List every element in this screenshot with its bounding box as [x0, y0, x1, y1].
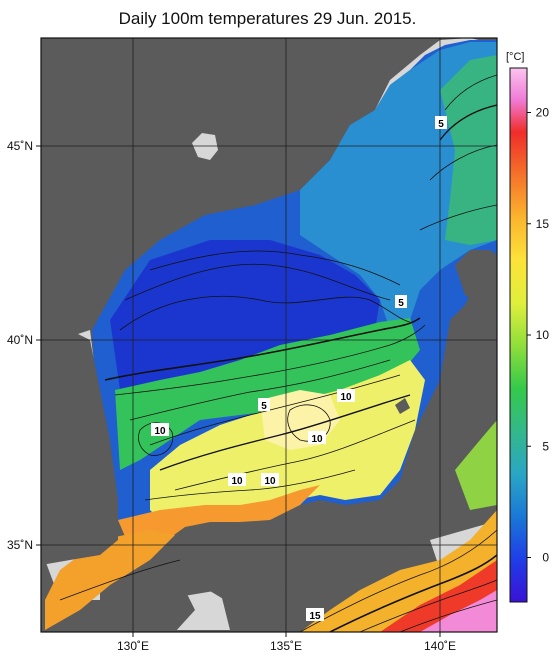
subpolar-front-band — [115, 318, 420, 470]
contour-label: 5 — [398, 298, 404, 309]
contour-label: 10 — [154, 426, 166, 437]
colorbar-tick-label: 10 — [536, 328, 550, 342]
colorbar — [509, 67, 528, 603]
contour-label: 15 — [309, 611, 321, 622]
colorbar-tick-label: 15 — [536, 217, 550, 231]
lon-label-140: 140˚E — [424, 639, 456, 653]
map-title: Daily 100m temperatures 29 Jun. 2015. — [118, 9, 417, 28]
lat-label-45: 45˚N — [7, 139, 33, 153]
contour-label: 5 — [438, 119, 444, 130]
lat-label-35: 35˚N — [7, 538, 33, 552]
northern-green-strip — [440, 55, 497, 245]
lon-label-135: 135˚E — [270, 639, 302, 653]
contour-label: 10 — [231, 476, 243, 487]
graticule — [41, 38, 497, 632]
lat-label-40: 40˚N — [7, 333, 33, 347]
colorbar-tick-label: 20 — [536, 106, 550, 120]
korea-strait-warm — [45, 530, 175, 630]
axis-ticks — [36, 145, 441, 637]
contour-label: 10 — [340, 392, 352, 403]
isotherm-contours — [59, 74, 497, 632]
contour-labels: 5 5 5 10 10 — [151, 116, 447, 622]
map-frame — [40, 37, 498, 633]
small-island-north — [192, 133, 218, 160]
coastal-warm-strip — [118, 485, 320, 548]
colorbar-ticks: 20 15 10 5 0 — [527, 106, 549, 565]
lon-label-130: 130˚E — [117, 639, 149, 653]
colorbar-tick-label: 5 — [542, 439, 549, 453]
cold-core-region — [110, 240, 380, 390]
contour-label: 10 — [264, 476, 276, 487]
colorbar-unit: [°C] — [506, 51, 525, 63]
pacific-east-green — [455, 420, 497, 510]
colorbar-tick-label: 0 — [542, 551, 549, 565]
contour-label: 5 — [261, 401, 267, 412]
contour-label: 10 — [311, 434, 323, 445]
